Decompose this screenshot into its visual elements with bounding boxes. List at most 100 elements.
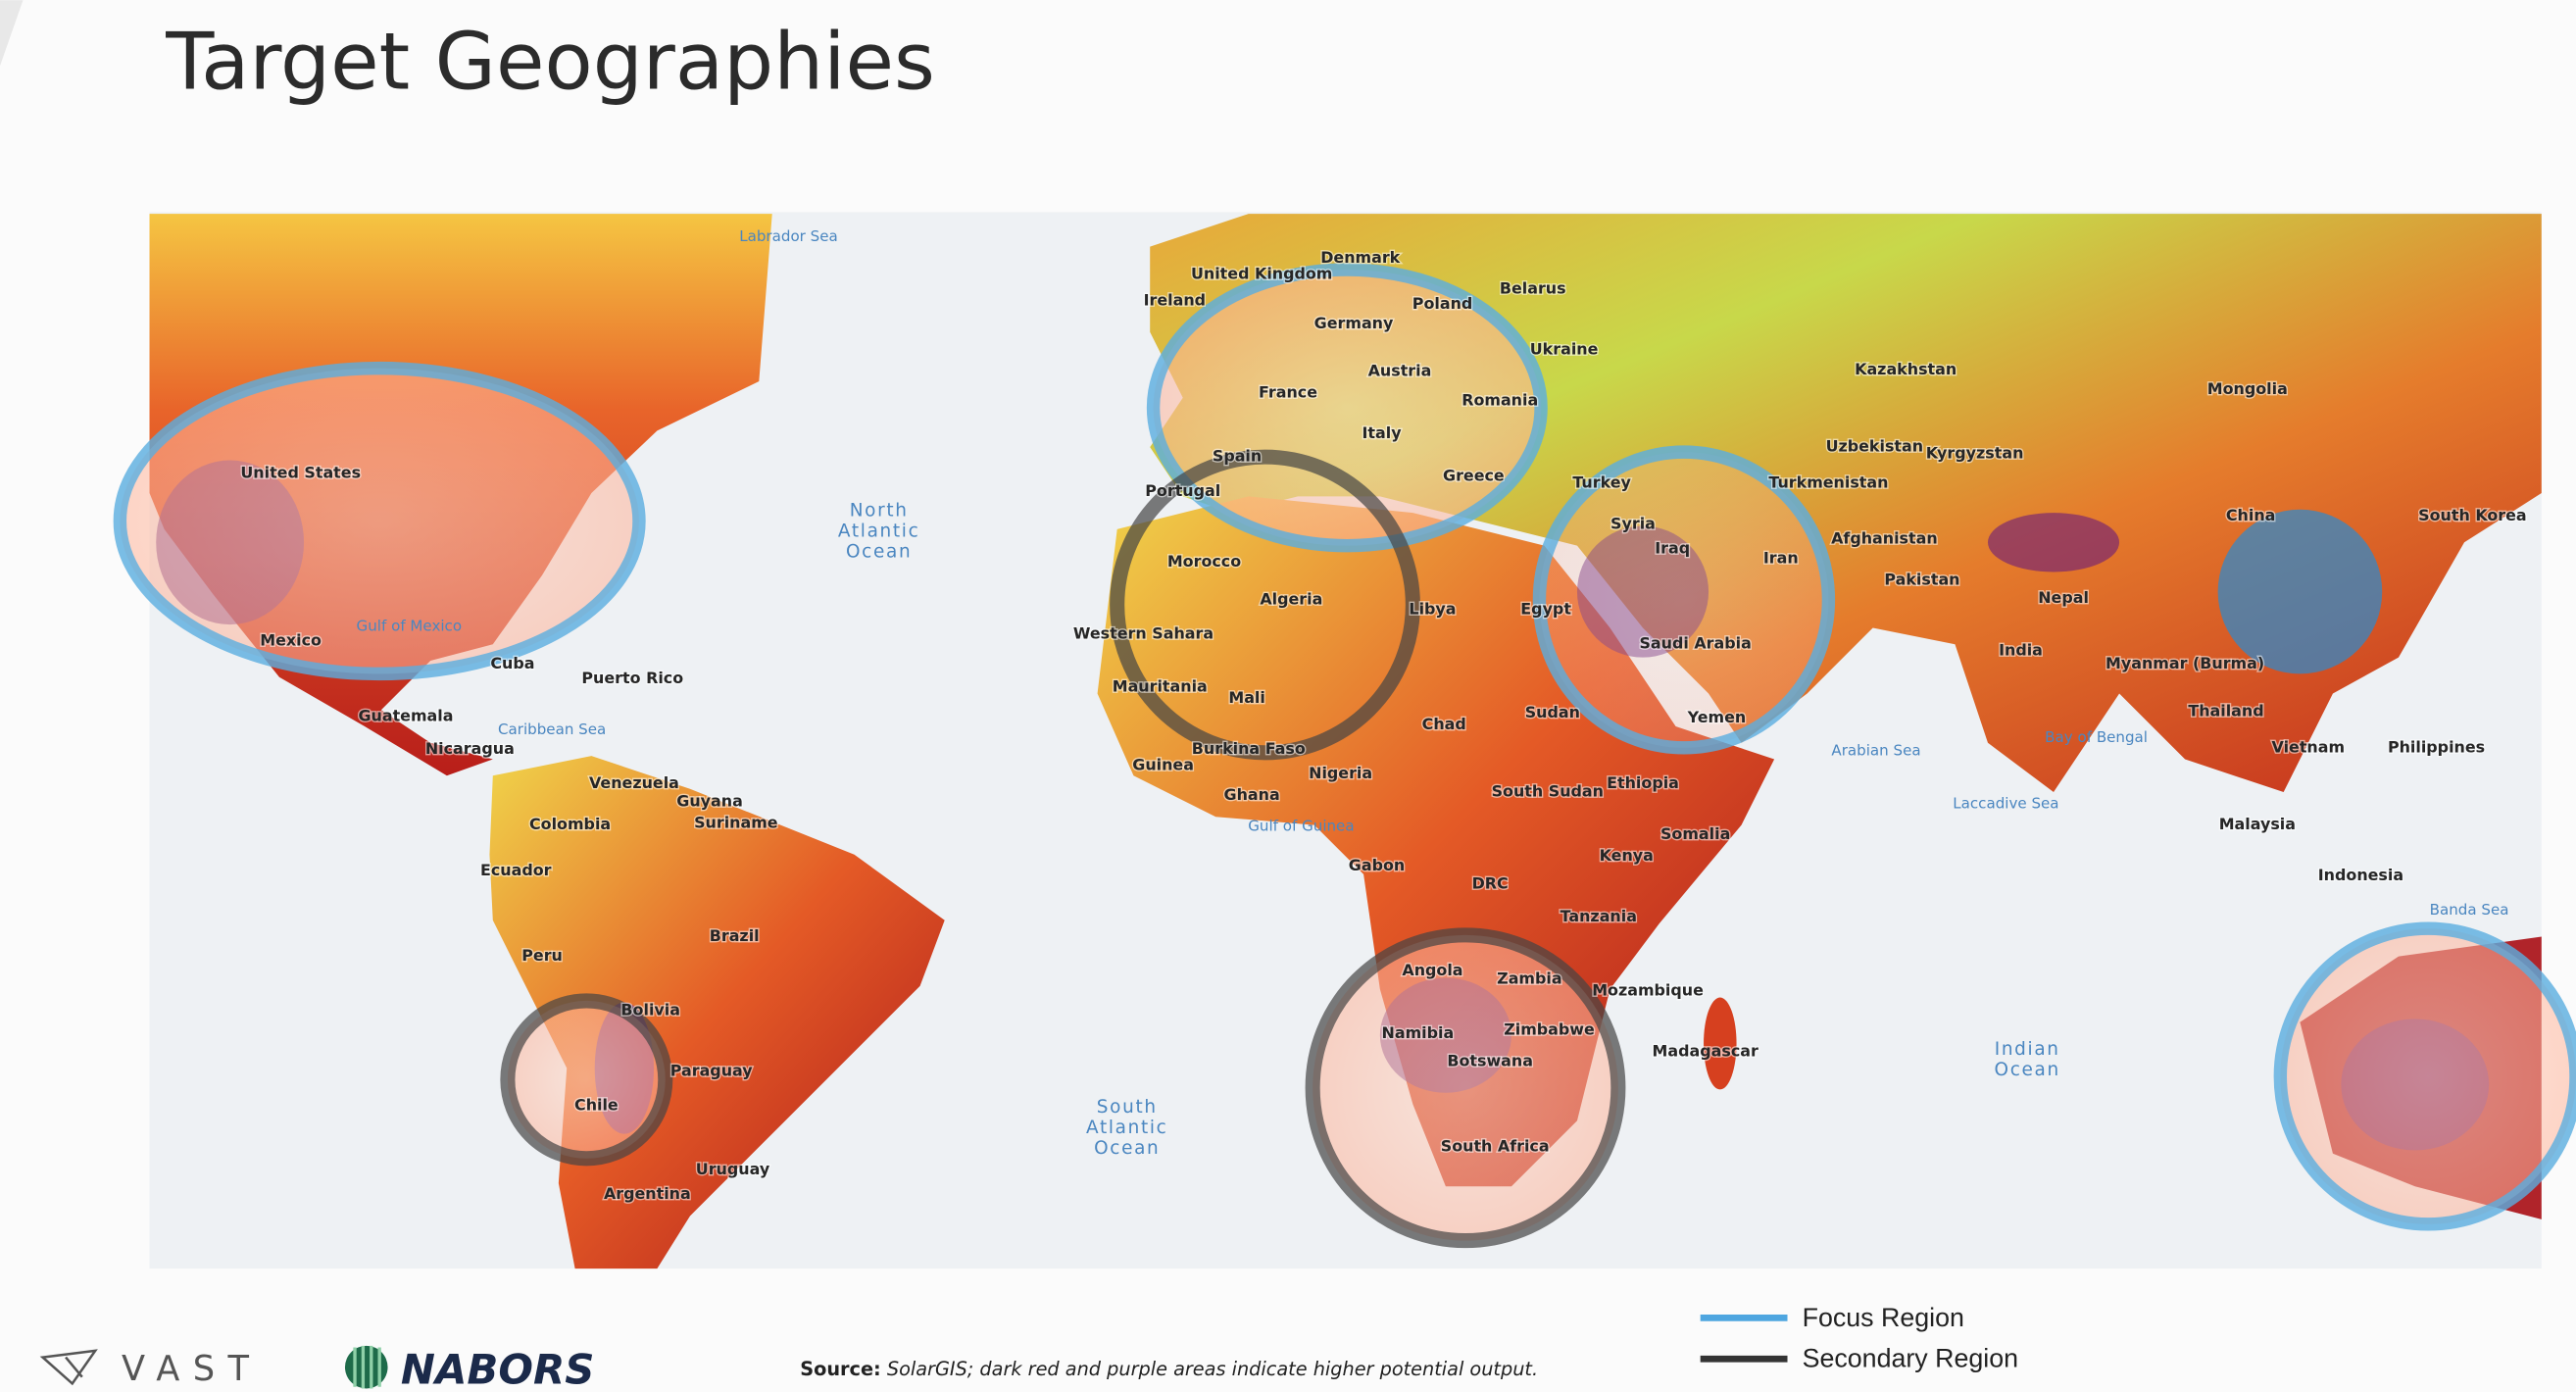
country-label: France (1259, 382, 1317, 401)
country-label: Saudi Arabia (1639, 634, 1751, 653)
country-label: Philippines (2388, 737, 2485, 756)
country-label: Myanmar (Burma) (2105, 654, 2264, 672)
country-label: Brazil (710, 926, 760, 945)
country-label: Indonesia (2318, 866, 2403, 884)
country-label: Colombia (529, 815, 611, 833)
ocean-label: Atlantic (838, 521, 919, 541)
ocean-label: Ocean (1094, 1138, 1160, 1159)
country-label: China (2226, 506, 2276, 524)
country-label: United States (240, 463, 361, 481)
country-label: Greece (1443, 467, 1505, 485)
corner-decoration (0, 0, 24, 67)
sea-label: Bay of Bengal (2045, 728, 2148, 746)
high-output-area (1987, 513, 2120, 572)
sea-label: Arabian Sea (1831, 742, 1920, 760)
country-label: Uruguay (696, 1160, 770, 1178)
country-label: Denmark (1320, 248, 1400, 267)
country-label: Malaysia (2219, 815, 2296, 833)
country-label: DRC (1472, 873, 1509, 892)
country-label: Puerto Rico (581, 669, 683, 687)
country-label: Egypt (1520, 600, 1571, 619)
country-label: Turkmenistan (1768, 472, 1888, 491)
country-label: Somalia (1660, 824, 1730, 843)
country-label: Pakistan (1884, 570, 1959, 588)
country-label: Argentina (604, 1184, 691, 1203)
country-label: Gabon (1349, 856, 1405, 874)
secondary-region (1305, 927, 1626, 1249)
legend-label: Secondary Region (1803, 1344, 2018, 1373)
nabors-logo: NABORS (344, 1345, 594, 1392)
country-label: Paraguay (670, 1061, 753, 1079)
country-label: Mauritania (1113, 676, 1208, 695)
country-label: Burkina Faso (1192, 739, 1306, 758)
country-label: Botswana (1447, 1051, 1533, 1069)
country-label: Mexico (260, 630, 322, 649)
sea-label: Laccadive Sea (1953, 794, 2058, 812)
country-label: South Sudan (1492, 782, 1604, 801)
country-label: Vietnam (2272, 737, 2346, 756)
country-label: Ecuador (480, 861, 552, 879)
country-label: Guatemala (358, 706, 453, 724)
country-label: Kyrgyzstan (1926, 443, 2024, 462)
map: United States Mexico Cuba Puerto Rico Guatem… (113, 212, 2576, 1269)
ocean-label: South (1097, 1097, 1158, 1118)
legend-label: Focus Region (1803, 1303, 1964, 1332)
secondary-region (500, 993, 673, 1167)
ocean-label: Indian (1995, 1039, 2060, 1060)
country-label: Ghana (1224, 785, 1280, 804)
country-label: Libya (1409, 600, 1456, 619)
country-label: Tanzania (1560, 907, 1637, 925)
country-label: Afghanistan (1831, 528, 1938, 547)
country-label: Cuba (490, 654, 534, 672)
low-output-area (2217, 509, 2383, 674)
country-label: India (1999, 640, 2043, 659)
ocean-label: Ocean (1995, 1060, 2060, 1080)
country-label: Syria (1610, 514, 1656, 532)
country-label: Kenya (1600, 846, 1654, 865)
sea-label: Banda Sea (2430, 901, 2509, 919)
country-label: Madagascar (1653, 1041, 1759, 1060)
country-label: Poland (1412, 294, 1472, 313)
country-label: Nepal (2038, 588, 2089, 607)
country-label: Mozambique (1592, 980, 1704, 999)
country-label: Mongolia (2207, 379, 2288, 398)
secondary-region (1110, 449, 1420, 761)
country-label: South Korea (2418, 506, 2527, 524)
sea-label: Labrador Sea (739, 227, 838, 245)
country-label: Western Sahara (1073, 624, 1214, 643)
country-label: Portugal (1145, 481, 1220, 500)
country-label: Bolivia (620, 1000, 680, 1019)
country-label: Angola (1402, 961, 1462, 979)
country-label: Namibia (1382, 1023, 1455, 1042)
sea-label: Gulf of Mexico (357, 617, 463, 634)
country-label: Sudan (1525, 703, 1580, 721)
focus-region (1532, 445, 1836, 755)
logo-text: NABORS (401, 1345, 594, 1392)
focus-region (113, 361, 646, 681)
country-label: Peru (521, 946, 563, 965)
ocean-label: North (850, 500, 909, 521)
ocean-label: Atlantic (1086, 1118, 1167, 1138)
source-label: Source: (800, 1358, 881, 1380)
legend: Focus Region Secondary Region (1700, 1303, 2018, 1373)
country-label: Ethiopia (1607, 773, 1679, 792)
country-label: Germany (1314, 314, 1394, 332)
source-note: Source: SolarGIS; dark red and purple ar… (800, 1358, 1538, 1380)
country-label: Chile (574, 1096, 619, 1115)
slide-title: Target Geographies (165, 16, 935, 108)
country-label: Iraq (1655, 538, 1690, 557)
country-label: Turkey (1572, 472, 1631, 491)
madagascar (1704, 997, 1737, 1090)
country-label: Mali (1228, 688, 1264, 707)
country-label: Zimbabwe (1504, 1020, 1595, 1039)
country-label: Nicaragua (425, 739, 515, 758)
country-label: Ukraine (1530, 340, 1599, 359)
country-label: Kazakhstan (1855, 360, 1957, 378)
logo-text: VAST (122, 1349, 262, 1389)
country-label: Chad (1422, 715, 1466, 733)
source-text: SolarGIS; dark red and purple areas indi… (887, 1358, 1538, 1380)
map-labels: United States Mexico Cuba Puerto Rico Guatem… (239, 227, 2528, 1204)
country-label: Zambia (1497, 969, 1561, 988)
country-label: Uzbekistan (1826, 437, 1924, 456)
country-label: South Africa (1441, 1137, 1550, 1156)
